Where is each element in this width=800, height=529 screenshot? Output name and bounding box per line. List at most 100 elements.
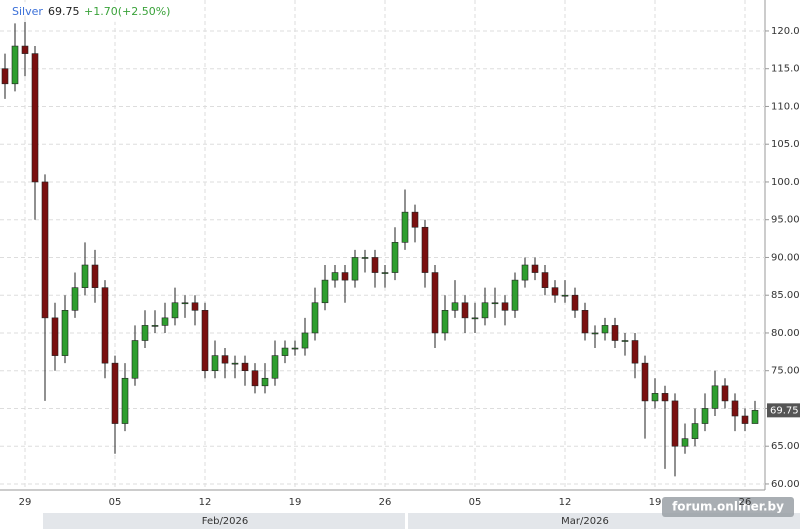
candle-body [51,317,59,356]
y-tick-label: 105.00 [771,139,800,150]
candle-body [221,355,229,364]
period-label: Mar/2026 [561,516,609,527]
period-label: Feb/2026 [202,516,249,527]
candle-body [281,347,289,356]
candle-body [361,257,369,259]
y-tick-label: 100.00 [771,177,800,188]
candle-body [391,242,399,273]
watermark-bg [662,497,794,517]
candle-body [461,302,469,319]
candle-body [701,408,709,424]
candle-body [211,355,219,372]
candle-body [421,226,429,273]
candle-body [351,257,359,281]
candle-body [621,340,629,342]
x-tick-label: 12 [559,497,572,508]
candle-body [491,302,499,305]
candle-body [401,211,409,243]
x-tick-label: 05 [469,497,482,508]
candle-body [131,340,139,379]
candle-body [471,317,479,320]
candle-body [11,45,19,85]
candle-body [251,370,259,387]
x-tick-label: 26 [739,497,752,508]
candle-body [111,362,119,424]
candle-body [71,287,79,311]
candle-body [321,279,329,304]
candle-body [511,279,519,311]
candle-body [451,302,459,311]
x-tick-label: 19 [649,497,662,508]
last-price: 69.75 [48,5,80,18]
candle-body [31,53,39,183]
candle-body [341,272,349,281]
x-tick-label: 19 [289,497,302,508]
candle-body [751,410,759,424]
candle-body [591,332,599,335]
header-bg [0,2,178,22]
candle-body [691,423,699,439]
plot [0,0,769,490]
candle-body [181,302,189,305]
candle-body [171,302,179,319]
candle-body [161,317,169,326]
candle-body [331,272,339,281]
candle-body [601,325,609,334]
candle-body [61,310,69,356]
candle-body [571,294,579,311]
candle-body [721,385,729,402]
candle-body [501,302,509,311]
candle-body [201,310,209,372]
candle-body [521,264,529,281]
candle-body [301,332,309,349]
y-tick-label: 85.00 [771,290,800,301]
candle-body [141,325,149,341]
x-tick-label: 29 [19,497,32,508]
period-band [43,513,405,529]
candle-body [651,393,659,402]
candle-body [641,362,649,402]
candle-body [481,302,489,319]
x-tick-label: 05 [109,497,122,508]
candle-body [431,272,439,334]
candle-body [371,257,379,273]
candle-body [741,415,749,424]
candle-body [91,264,99,288]
candle-body [661,393,669,402]
candle-body [101,287,109,364]
y-tick-label: 95.00 [771,215,800,226]
candle-body [271,355,279,379]
candle-body [151,325,159,327]
price-change: +1.70(+2.50%) [84,5,170,18]
last-price-box [767,403,800,418]
candle-body [711,385,719,409]
candle-body [631,340,639,364]
candle-body [381,272,389,274]
y-tick-label: 115.00 [771,64,800,75]
y-tick-label: 120.00 [771,26,800,37]
candle-body [311,302,319,334]
candle-body [41,181,49,319]
candle-body [191,302,199,311]
candle-body [231,362,239,365]
candle-body [241,362,249,372]
candle-body [681,438,689,447]
y-tick-label: 80.00 [771,328,800,339]
candle-body [441,310,449,334]
candle-body [611,325,619,341]
candle-body [1,68,9,85]
watermark: forum.onliner.by [672,500,784,514]
candle-body [21,45,29,54]
y-tick-label: 60.00 [771,479,800,490]
candle-body [541,272,549,288]
y-tick-label: 90.00 [771,252,800,263]
candle-body [291,347,299,350]
candle-body [731,400,739,417]
candle-body [561,294,569,297]
last-price-label: 69.75 [770,405,799,416]
candle-body [551,287,559,296]
x-tick-label: 12 [199,497,212,508]
candle-body [581,310,589,334]
